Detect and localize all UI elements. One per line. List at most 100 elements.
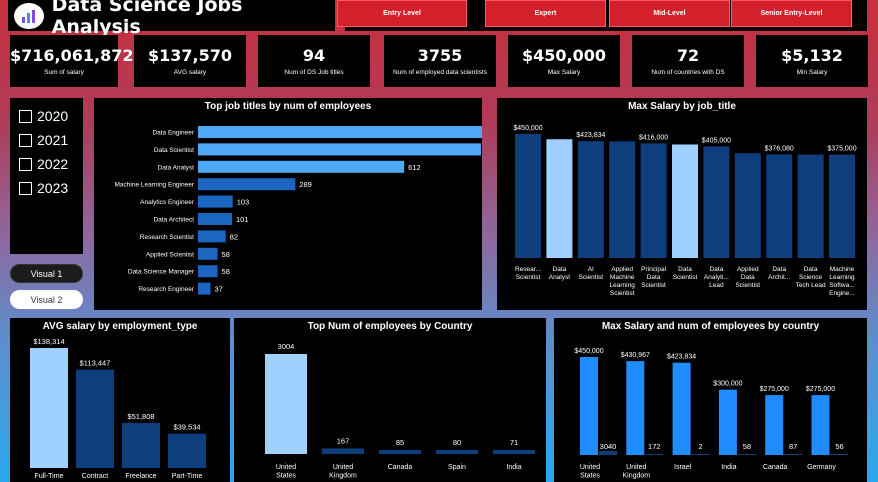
category-label: Part-Time bbox=[172, 473, 203, 480]
visual-2-button[interactable]: Visual 2 bbox=[10, 290, 83, 309]
value-label: 3040 bbox=[600, 442, 617, 451]
category-label: Data bbox=[647, 274, 661, 281]
year-option-2021[interactable]: 2021 bbox=[19, 132, 68, 148]
category-label: Research Scientist bbox=[140, 234, 194, 241]
bar bbox=[703, 146, 730, 258]
value-label: 289 bbox=[299, 180, 312, 189]
bar-num-employees bbox=[830, 454, 849, 455]
bar-num-employees bbox=[784, 454, 803, 455]
category-label: Scientist bbox=[736, 282, 761, 289]
category-label: Applied Scientist bbox=[146, 251, 194, 258]
category-label: States bbox=[580, 473, 600, 480]
kpi-label: Num of countries with DS bbox=[651, 69, 725, 76]
year-label: 2022 bbox=[37, 156, 69, 172]
category-label: Data bbox=[741, 274, 755, 281]
category-label: Kingdom bbox=[622, 473, 650, 480]
avg-salary-employment-chart: $138,314 Full-Time $113,447 Contract $51,808… bbox=[30, 337, 206, 480]
value-label: $416,000 bbox=[639, 134, 668, 141]
employees-country-chart: 3004 United States 167 United Kingdom 85 Canada… bbox=[265, 342, 535, 480]
max-salary-country-panel: Max Salary and num of employees by count… bbox=[554, 318, 867, 482]
category-label: Principal bbox=[641, 266, 666, 273]
category-label: States bbox=[276, 473, 296, 480]
value-label: $275,000 bbox=[760, 386, 789, 393]
bar-num-employees bbox=[691, 454, 710, 455]
value-label: 58 bbox=[222, 267, 230, 276]
kpi-value: $137,570 bbox=[147, 46, 232, 65]
bar bbox=[198, 213, 233, 225]
value-label: $113,447 bbox=[80, 359, 111, 368]
value-label: $450,000 bbox=[513, 125, 542, 132]
bar bbox=[198, 143, 481, 156]
chart-title: Max Salary by job_title bbox=[628, 101, 736, 112]
bar bbox=[198, 265, 218, 278]
bar-num-employees bbox=[599, 451, 617, 455]
kpi-label: Num of employed data scientists bbox=[393, 69, 487, 76]
year-label: 2020 bbox=[37, 108, 69, 124]
category-label: Data bbox=[678, 266, 692, 273]
value-label: 3004 bbox=[278, 342, 295, 351]
category-label: Scientist bbox=[610, 290, 635, 297]
value-label: 85 bbox=[396, 438, 404, 447]
category-label: Engine... bbox=[829, 290, 855, 297]
year-option-2023[interactable]: 2023 bbox=[19, 180, 68, 196]
bar bbox=[546, 139, 573, 258]
category-label: Freelance bbox=[125, 473, 156, 480]
bar bbox=[198, 247, 218, 260]
visual-1-button[interactable]: Visual 1 bbox=[10, 264, 83, 283]
category-label: Data bbox=[804, 266, 818, 273]
category-label: Israel bbox=[674, 464, 692, 471]
kpi-value: $5,132 bbox=[781, 46, 843, 65]
category-label: Analyst bbox=[549, 274, 571, 281]
category-label: Data Scientist bbox=[154, 147, 194, 154]
bar-max-salary bbox=[580, 357, 598, 455]
kpi-value: $450,000 bbox=[521, 46, 606, 65]
checkbox[interactable] bbox=[19, 181, 32, 195]
kpi-avg-salary: $137,570 AVG salary bbox=[134, 35, 246, 87]
value-label: 612 bbox=[408, 163, 421, 172]
kpi-job-titles: 94 Num of DS Job titles bbox=[258, 35, 370, 87]
category-label: Research Engineer bbox=[138, 286, 194, 293]
avg-salary-employment-panel: AVG salary by employment_type $138,314 Fu… bbox=[10, 318, 230, 482]
category-label: Full-Time bbox=[35, 473, 64, 480]
level-button-senior[interactable]: Senior Entry-Level bbox=[731, 0, 852, 27]
year-option-2022[interactable]: 2022 bbox=[19, 156, 68, 172]
top-job-titles-panel: Top job titles by num of employees Data … bbox=[94, 98, 482, 310]
category-label: Contract bbox=[82, 473, 109, 480]
checkbox[interactable] bbox=[19, 157, 32, 171]
level-button-mid[interactable]: Mid-Level bbox=[609, 0, 730, 27]
value-label: $423,834 bbox=[576, 132, 605, 139]
value-label: 172 bbox=[648, 442, 661, 451]
category-label: Science bbox=[799, 274, 823, 281]
bar-max-salary bbox=[718, 389, 737, 455]
value-label: $275,000 bbox=[806, 386, 835, 393]
bar bbox=[198, 282, 211, 295]
checkbox[interactable] bbox=[19, 133, 32, 147]
bar bbox=[515, 134, 541, 258]
max-salary-job-chart: $450,000Resear...ScientistDataAnalyst$42… bbox=[513, 125, 856, 297]
bar-num-employees bbox=[737, 454, 756, 455]
bar bbox=[436, 450, 478, 454]
bar bbox=[829, 154, 855, 258]
bar bbox=[122, 423, 160, 468]
checkbox[interactable] bbox=[19, 109, 32, 123]
category-label: Analyti... bbox=[704, 274, 729, 281]
level-button-entry[interactable]: Entry Level bbox=[337, 0, 467, 27]
bar bbox=[797, 154, 824, 258]
category-label: Data bbox=[553, 266, 567, 273]
bar bbox=[198, 126, 482, 138]
kpi-value: 72 bbox=[676, 46, 700, 65]
kpi-label: AVG salary bbox=[173, 69, 207, 76]
category-label: United bbox=[333, 464, 353, 471]
level-button-expert[interactable]: Expert bbox=[485, 0, 606, 27]
max-salary-country-chart: $450,000 3040 United States $430,967 172 Unite… bbox=[574, 348, 849, 480]
value-label: 56 bbox=[835, 442, 843, 451]
category-label: Tech Lead bbox=[796, 282, 826, 289]
category-label: Canada bbox=[763, 464, 788, 471]
category-label: Spain bbox=[448, 464, 466, 471]
chart-title: AVG salary by employment_type bbox=[42, 321, 198, 332]
category-label: India bbox=[721, 464, 736, 471]
year-option-2020[interactable]: 2020 bbox=[19, 108, 68, 124]
category-label: Analytics Engineer bbox=[140, 199, 195, 206]
value-label: $405,000 bbox=[702, 137, 731, 144]
year-label: 2023 bbox=[37, 180, 69, 196]
